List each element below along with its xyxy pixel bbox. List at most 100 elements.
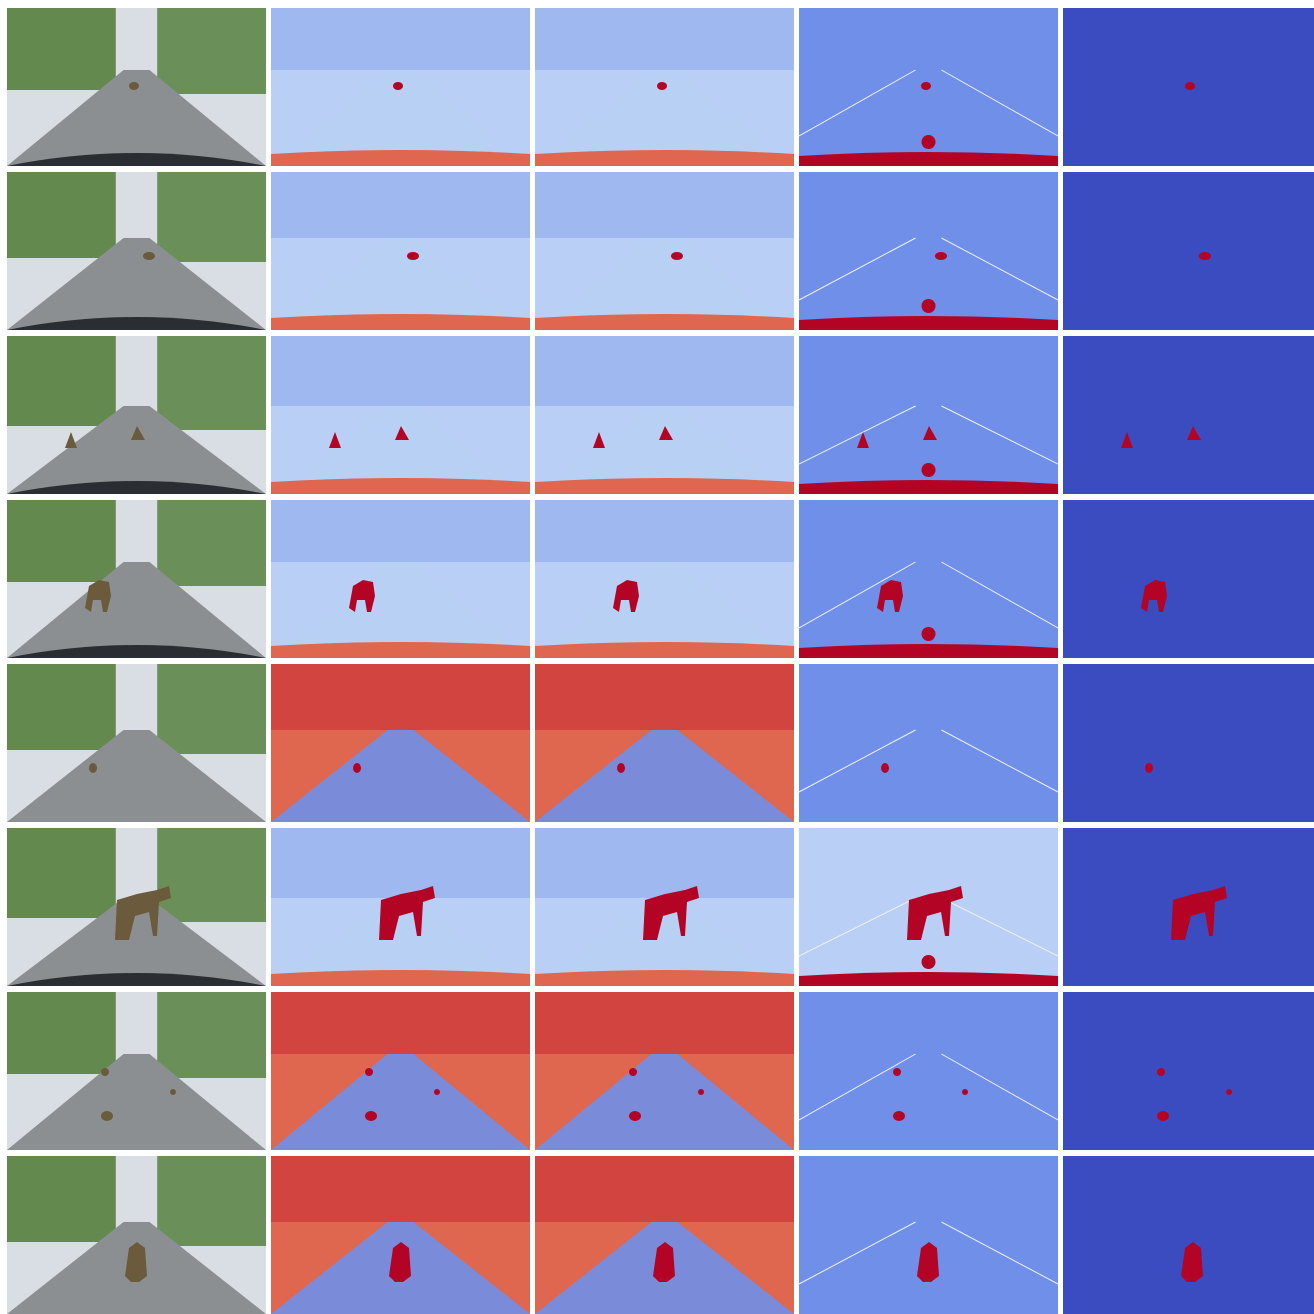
anomaly-response-2 xyxy=(698,1089,704,1095)
anomaly-score-map-row-4 xyxy=(799,500,1058,658)
anomaly-score-map-row-5 xyxy=(799,664,1058,822)
input-image-row-7 xyxy=(7,992,266,1150)
anomaly-mask-0 xyxy=(1145,763,1153,773)
anomaly-object-2 xyxy=(170,1089,176,1095)
anomaly-score-0 xyxy=(857,432,869,448)
anomaly-response-1 xyxy=(395,426,409,440)
car-hood xyxy=(7,481,266,494)
hood-response xyxy=(271,478,530,494)
anomaly-response-0 xyxy=(617,763,625,773)
hood-ornament-score xyxy=(921,463,936,477)
anomaly-score-map-row-1 xyxy=(799,8,1058,166)
road-region xyxy=(535,898,794,986)
anomaly-response-1 xyxy=(659,426,673,440)
anomaly-object-0 xyxy=(101,1068,109,1076)
anomaly-score-0 xyxy=(877,580,903,612)
predicted-mask-row-2 xyxy=(1063,172,1314,330)
input-image-row-2 xyxy=(7,172,266,330)
anomaly-response-0 xyxy=(349,580,375,612)
road-surface xyxy=(7,898,266,986)
anomaly-heatmap-b-row-6 xyxy=(535,828,794,986)
anomaly-score-0 xyxy=(881,763,889,773)
anomaly-response-0 xyxy=(365,1068,373,1076)
car-hood xyxy=(7,645,266,658)
hood-response xyxy=(535,478,794,494)
road-region xyxy=(271,730,530,822)
anomaly-mask-0 xyxy=(1199,252,1211,260)
anomaly-response-0 xyxy=(613,580,639,612)
anomaly-heatmap-a-row-8 xyxy=(271,1156,530,1314)
anomaly-heatmap-b-row-4 xyxy=(535,500,794,658)
anomaly-heatmap-a-row-6 xyxy=(271,828,530,986)
input-image-row-4 xyxy=(7,500,266,658)
predicted-mask-row-4 xyxy=(1063,500,1314,658)
road-region xyxy=(271,898,530,986)
anomaly-score-0 xyxy=(935,252,947,260)
anomaly-response-0 xyxy=(379,886,435,940)
anomaly-mask-0 xyxy=(1181,1242,1203,1282)
hood-score xyxy=(799,480,1058,494)
anomaly-response-0 xyxy=(329,432,341,448)
anomaly-mask-1 xyxy=(1187,426,1201,440)
anomaly-score-map-row-2 xyxy=(799,172,1058,330)
anomaly-score-map-row-3 xyxy=(799,336,1058,494)
road-surface xyxy=(7,70,266,166)
hood-response xyxy=(535,642,794,658)
anomaly-object-0 xyxy=(115,886,171,940)
anomaly-object-0 xyxy=(89,763,97,773)
anomaly-heatmap-a-row-3 xyxy=(271,336,530,494)
road-region xyxy=(271,562,530,658)
anomaly-mask-0 xyxy=(1157,1068,1165,1076)
anomaly-mask-1 xyxy=(1157,1111,1169,1121)
hood-score xyxy=(799,152,1058,166)
road-surface xyxy=(7,406,266,494)
anomaly-response-0 xyxy=(407,252,419,260)
hood-ornament-score xyxy=(921,955,936,969)
anomaly-object-0 xyxy=(143,252,155,260)
anomaly-object-0 xyxy=(85,580,111,612)
anomaly-heatmap-b-row-3 xyxy=(535,336,794,494)
road-surface xyxy=(7,1054,266,1150)
anomaly-response-0 xyxy=(653,1242,675,1282)
anomaly-response-0 xyxy=(657,82,667,90)
predicted-mask-row-8 xyxy=(1063,1156,1314,1314)
anomaly-object-0 xyxy=(129,82,139,90)
predicted-mask-row-3 xyxy=(1063,336,1314,494)
anomaly-score-0 xyxy=(893,1068,901,1076)
road-region xyxy=(535,238,794,330)
anomaly-object-0 xyxy=(65,432,77,448)
anomaly-response-0 xyxy=(629,1068,637,1076)
anomaly-heatmap-b-row-8 xyxy=(535,1156,794,1314)
anomaly-response-0 xyxy=(353,763,361,773)
anomaly-score-map-row-8 xyxy=(799,1156,1058,1314)
predicted-mask-row-7 xyxy=(1063,992,1314,1150)
anomaly-mask-0 xyxy=(1171,886,1227,940)
road-surface xyxy=(7,238,266,330)
hood-response xyxy=(535,314,794,330)
anomaly-object-1 xyxy=(131,426,145,440)
hood-response xyxy=(535,150,794,166)
anomaly-heatmap-b-row-1 xyxy=(535,8,794,166)
anomaly-mask-0 xyxy=(1185,82,1195,90)
car-hood xyxy=(7,317,266,330)
hood-response xyxy=(271,642,530,658)
hood-response xyxy=(271,150,530,166)
anomaly-score-0 xyxy=(907,886,963,940)
anomaly-heatmap-a-row-5 xyxy=(271,664,530,822)
road-region xyxy=(271,1054,530,1150)
anomaly-mask-2 xyxy=(1226,1089,1232,1095)
anomaly-score-2 xyxy=(962,1089,968,1095)
road-region xyxy=(271,70,530,166)
anomaly-object-0 xyxy=(125,1242,147,1282)
predicted-mask-row-5 xyxy=(1063,664,1314,822)
road-region xyxy=(535,70,794,166)
hood-score xyxy=(799,316,1058,330)
hood-response xyxy=(535,970,794,986)
car-hood xyxy=(7,973,266,986)
anomaly-response-0 xyxy=(593,432,605,448)
road-region xyxy=(535,562,794,658)
input-image-row-5 xyxy=(7,664,266,822)
anomaly-response-0 xyxy=(671,252,683,260)
anomaly-heatmap-a-row-2 xyxy=(271,172,530,330)
hood-ornament-score xyxy=(921,299,936,313)
